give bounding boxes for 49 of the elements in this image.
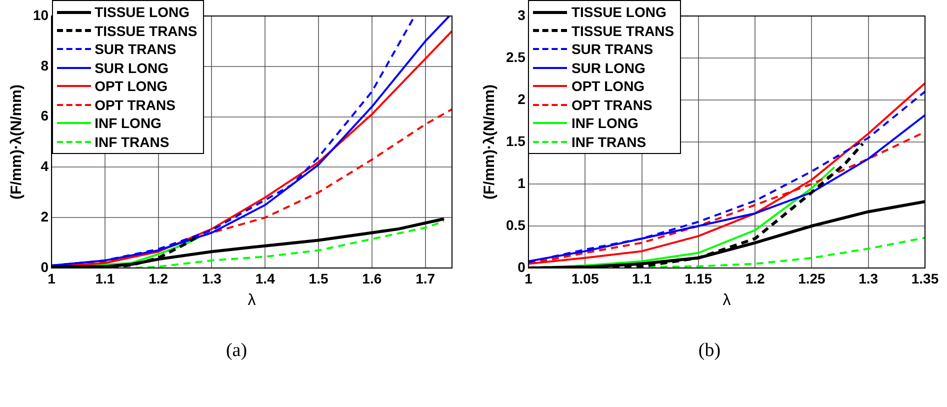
- x-tick-label: 1.15: [684, 270, 712, 286]
- text: (b): [697, 340, 722, 362]
- y-tick-label: 2.5: [506, 48, 526, 65]
- x-tick-label: 1.6: [362, 270, 382, 286]
- legend-label: TISSUE TRANS: [94, 22, 198, 39]
- legend-label: SUR LONG: [94, 60, 168, 76]
- x-tick-label: 1.35: [911, 270, 939, 286]
- y-tick-label: 4: [40, 158, 49, 174]
- y-tick-label: 1: [518, 174, 526, 191]
- y-tick-label: 8: [40, 57, 49, 74]
- x-tick-label: 1.1: [632, 270, 652, 286]
- x-tick-label: 1.3: [858, 270, 878, 286]
- legend-label: INF LONG: [571, 115, 638, 132]
- x-tick-label: 1.7: [416, 270, 436, 286]
- x-axis-title: λ: [248, 292, 256, 309]
- legend-label: OPT TRANS: [94, 96, 176, 113]
- legend-label: INF LONG: [94, 115, 162, 132]
- legend-label: OPT LONG: [94, 78, 168, 94]
- legend-label: SUR TRANS: [571, 41, 654, 58]
- legend-label: OPT LONG: [571, 78, 645, 94]
- y-tick-label: 6: [40, 108, 49, 124]
- y-tick-label: 0.5: [506, 216, 526, 233]
- legend-label: TISSUE LONG: [94, 4, 190, 20]
- legend-label: SUR TRANS: [94, 41, 176, 58]
- x-tick-label: 1.1: [95, 270, 115, 286]
- legend-label: OPT TRANS: [571, 96, 652, 113]
- legend-label: INF TRANS: [94, 134, 170, 150]
- y-axis-title: (F/mm)·λ(N/mm): [481, 84, 498, 200]
- x-tick-label: 1.4: [255, 270, 276, 286]
- legend-label: TISSUE TRANS: [571, 22, 674, 39]
- legend-label: INF TRANS: [571, 134, 646, 150]
- x-tick-label: 1.3: [202, 270, 222, 286]
- x-axis-title: λ: [722, 292, 731, 309]
- y-axis-title: (F/mm)·λ(N/mm): [8, 84, 26, 200]
- text: (a): [224, 340, 248, 362]
- x-tick-label: 1.25: [798, 270, 826, 286]
- y-tick-label: 2: [518, 90, 526, 107]
- y-tick-label: 2: [40, 208, 49, 224]
- y-tick-label: 0: [40, 258, 49, 275]
- legend-label: SUR LONG: [571, 60, 646, 76]
- x-tick-label: 1.05: [571, 270, 599, 286]
- x-tick-label: 1.2: [148, 270, 168, 286]
- y-tick-label: 1.5: [506, 132, 526, 149]
- y-tick-label: 10: [32, 6, 49, 23]
- x-tick-label: 1.5: [308, 270, 328, 286]
- y-tick-label: 3: [518, 6, 526, 23]
- y-tick-label: 0: [518, 258, 526, 275]
- legend-label: TISSUE LONG: [571, 4, 666, 20]
- x-tick-label: 1.2: [745, 270, 765, 286]
